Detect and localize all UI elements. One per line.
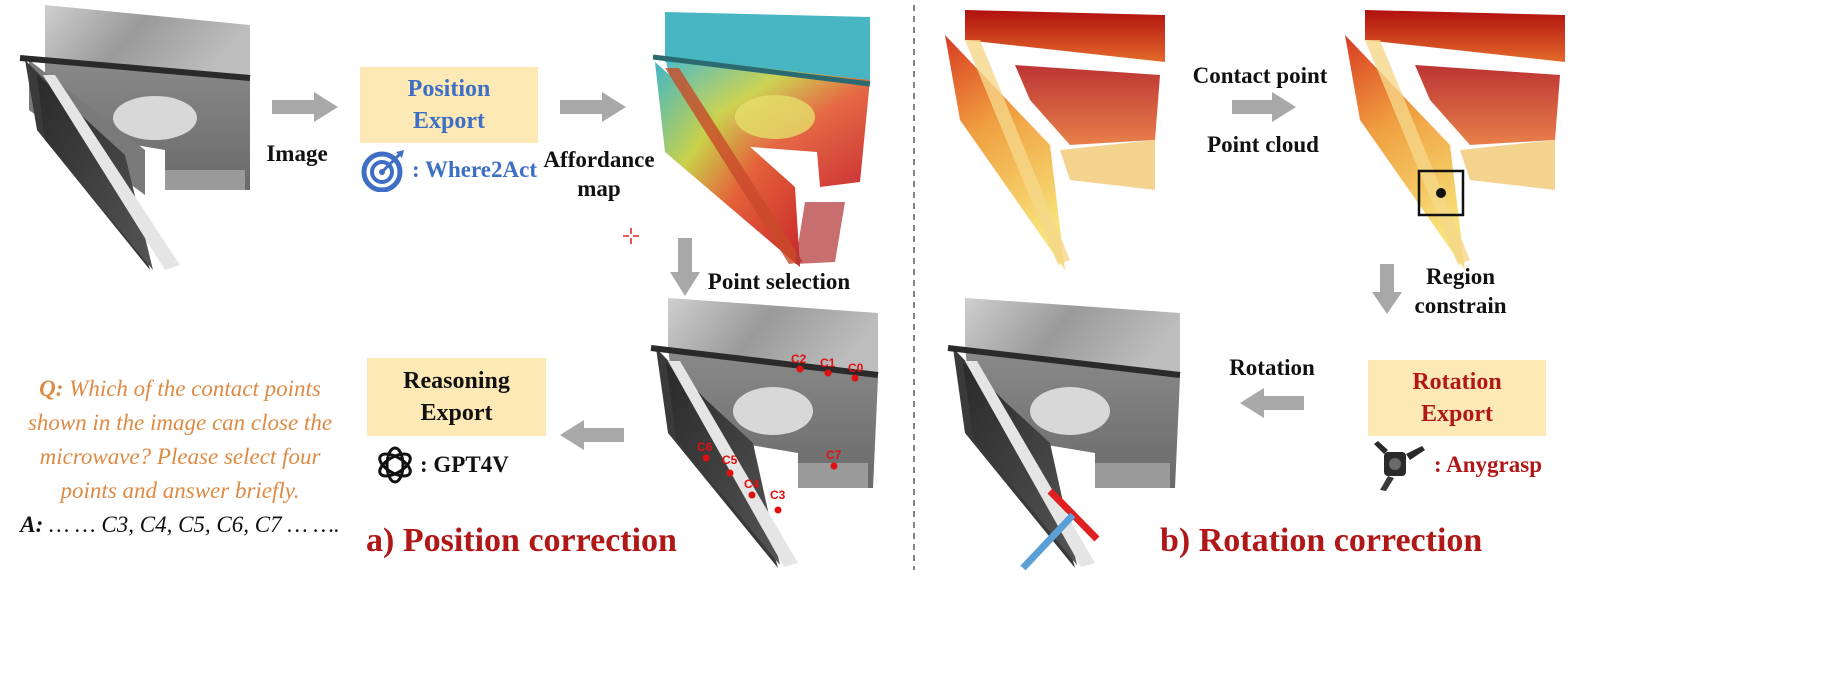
gpt4v-tool: : GPT4V <box>374 442 509 488</box>
image-label: Image <box>266 141 328 166</box>
section-divider <box>913 5 915 570</box>
openai-icon <box>378 446 412 484</box>
arrow-left-2 <box>1240 388 1304 418</box>
q-prefix: Q: <box>39 376 64 401</box>
microwave-image <box>19 5 251 270</box>
contact-points: C2 C1 C0 C6 C5 C4 C3 C7 <box>697 352 864 514</box>
region-line2: constrain <box>1414 292 1507 318</box>
a-prefix: A: <box>20 512 44 538</box>
arrow-left-1 <box>560 420 624 450</box>
caption-position-correction: a) Position correction <box>366 522 677 559</box>
position-box-line2: Export <box>413 108 485 134</box>
contact-label-c3: C3 <box>770 488 786 502</box>
gripper-axis-blue <box>1020 512 1076 571</box>
contact-label-c6: C6 <box>697 440 713 454</box>
q-line-1: Which of the contact points <box>63 376 321 401</box>
region-constrain-label: Region constrain <box>1398 263 1523 321</box>
contact-label-c0: C0 <box>848 361 864 375</box>
gripper-axis-red <box>1047 488 1100 542</box>
reasoning-box-line2: Export <box>420 400 493 426</box>
contact-point-label: Contact point <box>1192 63 1328 88</box>
arrow-down-2 <box>1372 264 1402 314</box>
q-line-2: shown in the image can close the <box>27 410 333 436</box>
microwave-contact-points: C2 C1 C0 C6 C5 C4 C3 C7 <box>650 298 879 568</box>
point-cloud-label: Point cloud <box>1207 132 1319 157</box>
contact-label-c4: C4 <box>744 477 760 491</box>
qa-block: Q: Which of the contact points shown in … <box>10 372 350 542</box>
where2act-tool: : Where2Act <box>360 148 537 192</box>
rotation-box-line1: Rotation <box>1412 368 1502 395</box>
contact-label-c7: C7 <box>826 448 842 462</box>
target-icon <box>361 150 404 192</box>
contact-label-c1: C1 <box>820 356 836 370</box>
arrow-right-3 <box>1232 92 1296 122</box>
q-line-4: points and answer briefly. <box>60 478 300 504</box>
gripper-icon <box>1374 441 1425 491</box>
question-line-1: Q: Which of the contact points <box>10 372 350 406</box>
region-line1: Region <box>1426 264 1495 289</box>
affordance-line1: Affordance <box>543 147 655 172</box>
reasoning-export-box: Reasoning Export <box>367 358 546 436</box>
reasoning-box-line1: Reasoning <box>403 367 510 394</box>
rotation-box-line2: Export <box>1421 401 1493 427</box>
position-box-line1: Position <box>407 75 491 102</box>
point-cloud-contact-image <box>1345 10 1565 270</box>
contact-label-c2: C2 <box>791 352 807 366</box>
affordance-map-image <box>652 12 871 267</box>
position-export-box: Position Export <box>360 67 538 143</box>
crosshair-icon <box>623 228 639 244</box>
contact-region-box <box>1417 169 1465 217</box>
anygrasp-tool: : Anygrasp <box>1370 438 1542 492</box>
where2act-text: : Where2Act <box>412 157 537 182</box>
point-selection-label: Point selection <box>707 269 851 294</box>
rotation-export-box: Rotation Export <box>1368 360 1546 436</box>
answer-line: A: … … C3, C4, C5, C6, C7 … …. <box>10 508 350 542</box>
microwave-rotation-image <box>947 298 1181 571</box>
arrow-right-1 <box>272 92 338 122</box>
affordance-line2: map <box>577 175 621 201</box>
a-text: … … C3, C4, C5, C6, C7 … …. <box>43 512 340 538</box>
anygrasp-text: : Anygrasp <box>1434 452 1542 477</box>
rotation-label: Rotation <box>1229 355 1315 380</box>
affordance-label: Affordance map <box>540 146 658 204</box>
arrow-right-2 <box>560 92 626 122</box>
point-cloud-image <box>945 10 1165 270</box>
arrow-down-1 <box>670 238 700 296</box>
q-line-3: microwave? Please select four <box>39 444 321 470</box>
caption-rotation-correction: b) Rotation correction <box>1160 522 1483 559</box>
gpt4v-text: : GPT4V <box>420 452 509 477</box>
contact-label-c5: C5 <box>722 453 738 467</box>
contact-point-marker <box>1436 188 1446 198</box>
